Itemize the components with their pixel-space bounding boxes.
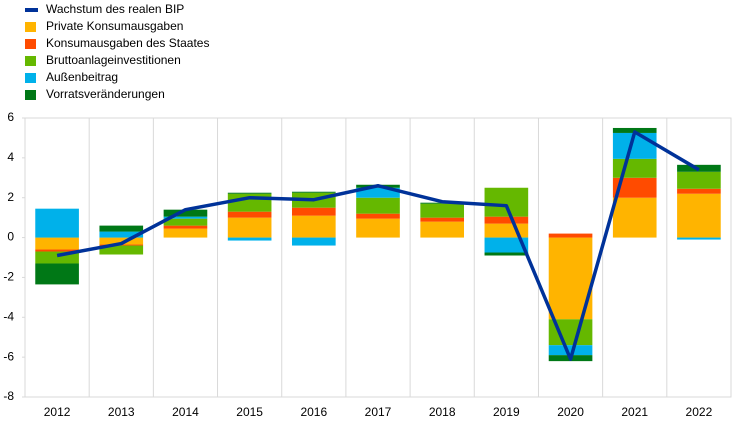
bar-segment <box>420 217 465 222</box>
bar-segment <box>163 209 208 217</box>
bar-segment <box>420 203 465 218</box>
plot-frame <box>24 117 732 398</box>
bar-segment <box>612 177 657 198</box>
bar-segment <box>227 237 272 241</box>
y-tick-label: -8 <box>3 389 14 403</box>
x-tick-label: 2013 <box>108 405 135 419</box>
bar-segment <box>484 187 529 217</box>
bar-segment <box>163 218 208 226</box>
bar-segment <box>227 217 272 238</box>
bar-segment <box>484 252 529 256</box>
x-tick-label: 2020 <box>557 405 584 419</box>
bar-segment <box>163 225 208 229</box>
legend-label: Wachstum des realen BIP <box>46 2 184 16</box>
bar-segment <box>35 263 79 285</box>
legend-marker <box>25 90 36 100</box>
bar-segment <box>677 171 721 189</box>
x-tick-label: 2012 <box>44 405 71 419</box>
bar-segment <box>484 237 529 253</box>
bar-segment <box>35 251 79 264</box>
bar-segment <box>227 192 272 194</box>
bar-segment <box>99 225 144 232</box>
bar-segment <box>484 216 529 224</box>
legend-marker <box>25 22 36 32</box>
legend-label: Bruttoanlageinvestitionen <box>46 53 181 67</box>
legend-marker <box>25 39 36 49</box>
y-tick-label: 4 <box>7 150 14 164</box>
legend-label: Außenbeitrag <box>46 70 118 84</box>
bar-segment <box>163 216 208 219</box>
bar-segment <box>677 237 721 240</box>
bar-segment <box>227 211 272 218</box>
x-tick-label: 2019 <box>493 405 520 419</box>
bar-segment <box>356 197 400 214</box>
bar-segment <box>677 193 721 238</box>
bar-segment <box>99 245 144 255</box>
bar-segment <box>612 158 657 178</box>
bar-segment <box>548 345 593 356</box>
bar-segment <box>35 208 79 238</box>
bar-segment <box>163 228 208 238</box>
bar-segment <box>420 221 465 238</box>
x-tick-label: 2016 <box>300 405 327 419</box>
y-tick-label: -6 <box>3 349 14 363</box>
bar-segment <box>35 249 79 252</box>
x-tick-label: 2015 <box>236 405 263 419</box>
y-tick-label: -4 <box>3 309 14 323</box>
bar-segment <box>356 213 400 219</box>
bar-segment <box>291 207 336 216</box>
legend-marker <box>25 73 36 83</box>
bar-segment <box>99 237 144 245</box>
x-tick-label: 2014 <box>172 405 199 419</box>
y-tick-label: -2 <box>3 270 14 284</box>
bar-segment <box>484 223 529 238</box>
bar-segment <box>291 237 336 246</box>
bar-segment <box>548 233 593 238</box>
legend-label: Private Konsumausgaben <box>46 19 183 33</box>
gdp-line <box>56 130 700 361</box>
x-tick-label: 2017 <box>365 405 392 419</box>
bar-segment <box>677 188 721 194</box>
legend-label: Vorratsveränderungen <box>46 87 165 101</box>
bar-segment <box>35 237 79 250</box>
bar-segment <box>99 231 144 238</box>
x-tick-label: 2022 <box>686 405 713 419</box>
bar-segment <box>612 197 657 238</box>
bar-segment <box>356 187 400 198</box>
bar-segment <box>291 191 336 193</box>
y-tick-label: 0 <box>7 230 14 244</box>
legend-label: Konsumausgaben des Staates <box>46 36 209 50</box>
x-tick-label: 2018 <box>429 405 456 419</box>
y-tick-label: 6 <box>7 110 14 124</box>
y-tick-label: 2 <box>7 190 14 204</box>
legend-marker <box>25 56 36 66</box>
x-tick-label: 2021 <box>621 405 648 419</box>
bar-segment <box>356 218 400 238</box>
bar-segment <box>291 215 336 238</box>
